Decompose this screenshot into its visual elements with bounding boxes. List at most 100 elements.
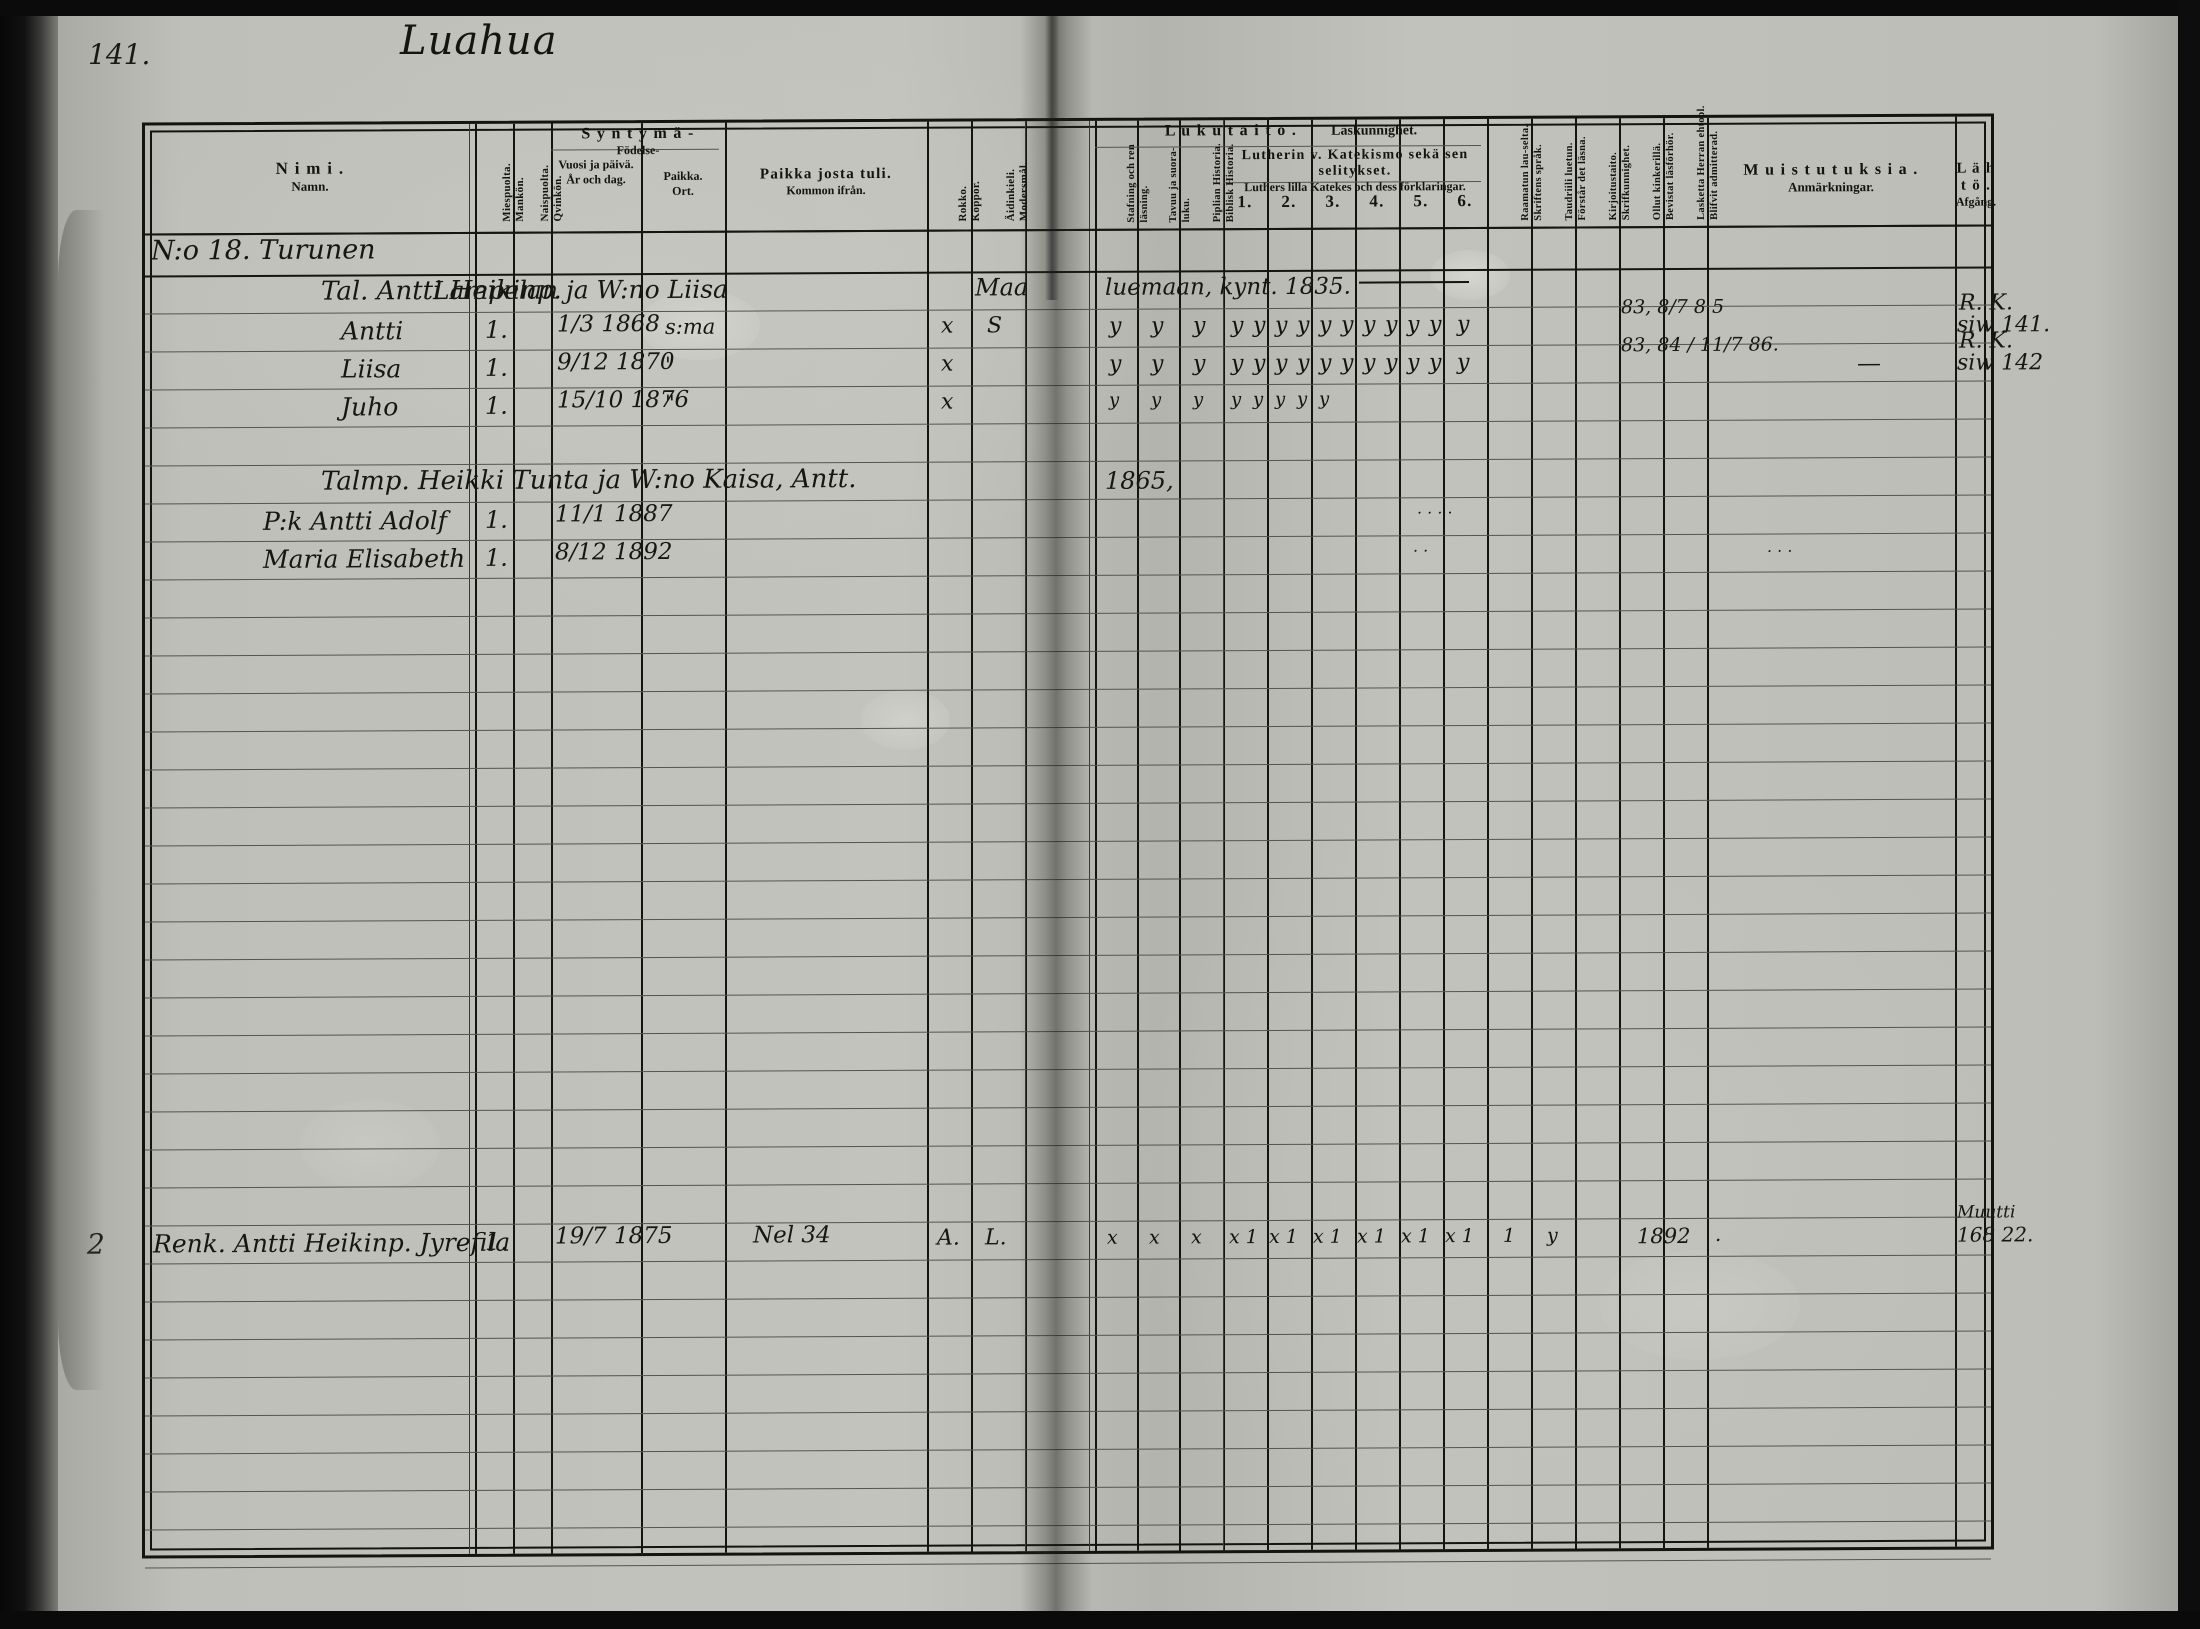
header-scripture-language: Raamatun lau-selta. Skriftens språk. — [1520, 124, 1544, 221]
faint-marks: · · · — [1767, 541, 1793, 561]
bottom-row-departure-top: Muutti — [1957, 1202, 2016, 1223]
row-mother-tongue-0: Maa — [975, 273, 1029, 302]
literacy-mark: y — [1547, 1224, 1558, 1247]
header-smallpox: Rokko. Koppor. — [957, 180, 982, 222]
column-divider — [1137, 120, 1139, 1551]
row-smallpox-1: x — [941, 313, 954, 339]
row-name-1: Antti — [341, 316, 404, 346]
literacy-mark: y — [1385, 350, 1398, 376]
header-came-from: Paikka josta tuli. Kommon ifrån. — [759, 165, 893, 198]
literacy-mark: y — [1457, 350, 1470, 376]
row-name-6: Maria Elisabeth — [263, 543, 466, 574]
page-heading-handwritten: Luahua — [400, 18, 558, 64]
literacy-mark: x 1 — [1357, 1225, 1386, 1248]
literacy-mark: y — [1407, 312, 1420, 338]
header-catechism-2: 2. — [1281, 191, 1297, 211]
row-admitted-note-2: 83, 84 / 11/7 86. — [1621, 333, 1779, 357]
column-divider — [513, 123, 515, 1554]
column-divider — [1089, 120, 1090, 1551]
row-birth-place-2: " — [665, 352, 675, 377]
header-male: Miespuolta. Mankön. — [501, 163, 526, 222]
row-smallpox-3: x — [941, 389, 954, 415]
column-divider — [1095, 120, 1097, 1551]
register-table: N i m i . Namn. Miespuolta. Mankön. Naispuol… — [87, 105, 2050, 1569]
column-divider — [551, 123, 553, 1554]
column-divider — [1311, 119, 1313, 1550]
literacy-mark: y — [1341, 350, 1354, 376]
row-literacy-note-4: 1865, — [1105, 466, 1174, 495]
header-writing: Kirjoitustaito. Skrifkunnighet. — [1608, 144, 1632, 221]
literacy-mark: y — [1319, 350, 1332, 376]
header-notes: M u i s t u t u k s i a . Anmärkningar. — [1743, 160, 1919, 195]
row-male-3: 1. — [485, 391, 508, 420]
column-divider — [1443, 119, 1445, 1550]
column-divider — [1619, 118, 1621, 1549]
literacy-mark: y — [1151, 389, 1162, 411]
literacy-mark: x 1 — [1313, 1225, 1342, 1248]
header-name: N i m i . Namn. — [275, 158, 345, 194]
paper-sheet — [52, 12, 2180, 1612]
header-attended-exam: Ollut kinkerillä. Bevistat läsförhör. — [1652, 132, 1676, 221]
literacy-mark: x 1 — [1445, 1225, 1474, 1248]
column-divider — [927, 121, 929, 1552]
row-birth-date-1: 1/3 1868 — [557, 310, 660, 338]
column-divider — [1025, 121, 1026, 1552]
row-departure-bottom-2: siw 142 — [1957, 350, 2044, 376]
row-name-4: Talmp. Heikki Tunta ja W:no Kaisa, Antt. — [321, 464, 857, 497]
literacy-mark: y — [1297, 350, 1310, 376]
row-male-2: 1. — [485, 353, 508, 382]
literacy-mark: y — [1151, 351, 1164, 377]
column-divider — [469, 123, 470, 1554]
literacy-mark: x — [1149, 1226, 1160, 1249]
literacy-mark: y — [1363, 312, 1376, 338]
header-departure: L ä h t ö . Afgång. — [1955, 160, 1997, 209]
faint-marks: · · — [1413, 541, 1429, 561]
row-name-2: Liisa — [341, 354, 402, 384]
bottom-row-male: 1. — [485, 1227, 508, 1256]
bottom-row-notes: · — [1715, 1227, 1722, 1252]
literacy-mark: y — [1429, 312, 1442, 338]
header-catechism-6: 6. — [1457, 191, 1473, 211]
row-mother-tongue-1: S — [987, 313, 1003, 339]
row-birth-place-1: s:ma — [665, 314, 716, 339]
literacy-mark: y — [1385, 312, 1398, 338]
literacy-mark: y — [1193, 313, 1206, 339]
header-spelling: Stafning och ren läsning. — [1126, 143, 1150, 223]
column-divider — [971, 121, 973, 1552]
row-admitted-note-1: 83, 8/7 8 5 — [1621, 295, 1725, 319]
row-birth-date-6: 8/12 1892 — [555, 538, 673, 566]
scan-edge-top — [0, 0, 2200, 16]
header-catechism-1: 1. — [1237, 192, 1253, 212]
literacy-mark: y — [1231, 313, 1244, 339]
literacy-mark: y — [1319, 312, 1332, 338]
literacy-mark: x 1 — [1401, 1225, 1430, 1248]
column-divider — [1179, 120, 1181, 1551]
row-male-1: 1. — [485, 315, 508, 344]
row-notes-2: — — [1857, 349, 1881, 378]
bottom-row-mother-tongue: L. — [985, 1225, 1007, 1251]
header-syllable-reading: Tavuu ja suora-luku. — [1168, 147, 1192, 223]
literacy-mark: x 1 — [1229, 1226, 1258, 1249]
literacy-mark: y — [1253, 351, 1266, 377]
bottom-row-exam-year: 1892 — [1637, 1223, 1691, 1249]
bottom-row-birth-date: 19/7 1875 — [555, 1222, 673, 1250]
column-divider — [1575, 118, 1577, 1549]
row-birth-date-5: 11/1 1887 — [555, 500, 673, 528]
literacy-mark: y — [1407, 350, 1420, 376]
literacy-mark: y — [1109, 313, 1122, 339]
bottom-row-smallpox: A. — [937, 1225, 960, 1251]
column-divider — [1487, 118, 1489, 1549]
row-male-6: 1. — [485, 543, 508, 572]
column-divider — [725, 122, 727, 1553]
scan-edge-left — [0, 0, 58, 1629]
literacy-mark: y — [1231, 389, 1242, 411]
header-catechism: Lutherin v. Katekismo sekä sen selitykse… — [1241, 147, 1469, 195]
literacy-mark: y — [1109, 351, 1122, 377]
row-name-3: Juho — [341, 392, 399, 422]
literacy-mark: 1 — [1503, 1224, 1516, 1247]
section-label: N:o 18. Turunen — [151, 234, 376, 267]
header-catechism-5: 5. — [1413, 191, 1429, 211]
literacy-mark: y — [1151, 313, 1164, 339]
column-divider — [1663, 118, 1665, 1549]
